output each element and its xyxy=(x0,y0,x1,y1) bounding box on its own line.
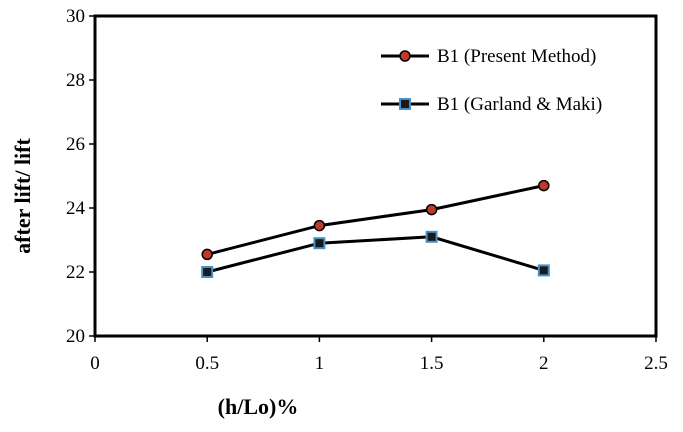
series-line xyxy=(206,184,545,256)
data-point xyxy=(537,264,550,277)
x-axis-title: (h/Lo)% xyxy=(218,394,299,419)
legend-marker xyxy=(399,50,411,62)
y-tick-label: 24 xyxy=(66,198,86,219)
legend-label: B1 (Garland & Maki) xyxy=(437,94,602,115)
y-tick-label: 30 xyxy=(66,6,85,27)
legend-marker xyxy=(399,98,411,110)
y-tick-label: 20 xyxy=(66,326,85,347)
series-1 xyxy=(201,179,550,261)
x-tick-label: 0 xyxy=(90,353,100,374)
x-tick-label: 1.5 xyxy=(420,353,444,374)
x-tick-label: 2 xyxy=(539,353,549,374)
data-point xyxy=(201,248,213,261)
data-point xyxy=(425,230,438,243)
data-point xyxy=(201,266,214,278)
series-line xyxy=(206,235,545,274)
x-tick-label: 0.5 xyxy=(195,353,219,374)
legend: B1 (Present Method) B1 (Garland & Maki) xyxy=(381,46,602,115)
data-point xyxy=(425,203,438,216)
x-axis-ticks: 0 0.5 1 1.5 2 2.5 xyxy=(90,336,668,374)
x-tick-label: 1 xyxy=(315,353,325,374)
x-tick-label: 2.5 xyxy=(644,353,668,374)
y-tick-label: 28 xyxy=(66,70,85,91)
plot-area-frame xyxy=(93,14,658,338)
data-point xyxy=(538,179,550,192)
data-point xyxy=(313,237,326,250)
legend-item: B1 (Present Method) xyxy=(381,46,596,67)
legend-label: B1 (Present Method) xyxy=(437,46,596,67)
series-layer xyxy=(201,179,550,278)
legend-item: B1 (Garland & Maki) xyxy=(381,94,602,115)
data-point xyxy=(313,219,326,232)
y-axis-ticks: 20 22 24 26 28 30 xyxy=(66,6,95,347)
y-tick-label: 26 xyxy=(66,134,85,155)
series-2 xyxy=(201,230,550,278)
y-tick-label: 22 xyxy=(66,262,85,283)
y-axis-title: after lift/ lift xyxy=(10,138,35,254)
